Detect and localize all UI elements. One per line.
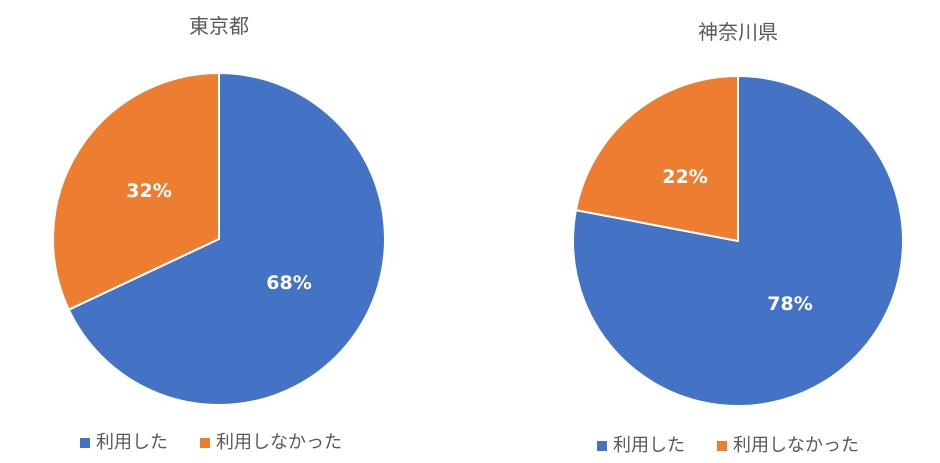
legend-swatch-used [597, 441, 607, 451]
legend-label: 利用しなかった [216, 432, 342, 453]
data-label-kanagawa-not-used: 22% [662, 166, 707, 188]
legend-swatch-not-used [200, 438, 210, 448]
pie-kanagawa: 78% 22% [572, 75, 904, 407]
legend-item-not-used: 利用しなかった [717, 431, 859, 457]
legend-kanagawa: 利用した 利用しなかった [597, 431, 891, 457]
legend-label: 利用した [96, 432, 168, 453]
slice-kanagawa-not-used [574, 75, 739, 242]
slice-kanagawa-used [572, 75, 904, 407]
slice-tokyo-not-used [52, 72, 220, 311]
chart-title-kanagawa: 神奈川県 [698, 20, 778, 44]
slice-tokyo-used [67, 72, 386, 406]
legend-item-used: 利用した [80, 428, 168, 454]
data-label-tokyo-used: 68% [266, 272, 311, 294]
data-label-kanagawa-used: 78% [767, 293, 812, 315]
legend-label: 利用した [613, 435, 685, 456]
chart-title-tokyo: 東京都 [189, 14, 249, 38]
legend-label: 利用しなかった [733, 435, 859, 456]
legend-item-not-used: 利用しなかった [200, 428, 342, 454]
pie-tokyo: 68% 32% [52, 72, 386, 406]
legend-item-used: 利用した [597, 431, 685, 457]
legend-tokyo: 利用した 利用しなかった [80, 428, 374, 454]
data-label-tokyo-not-used: 32% [126, 180, 171, 202]
legend-swatch-used [80, 438, 90, 448]
legend-swatch-not-used [717, 441, 727, 451]
